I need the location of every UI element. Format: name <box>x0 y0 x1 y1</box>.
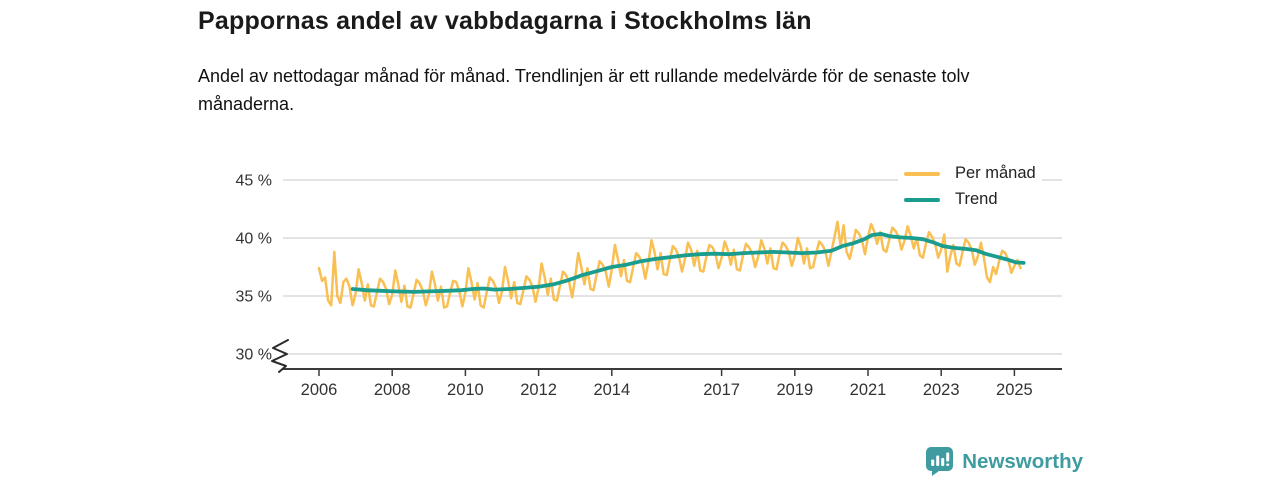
y-tick-label: 45 % <box>236 173 272 190</box>
x-tick-label: 2010 <box>447 381 484 399</box>
trend-line-icon <box>904 197 940 202</box>
x-tick-label: 2012 <box>520 381 557 399</box>
y-tick-label: 35 % <box>236 289 272 306</box>
x-tick-label: 2017 <box>703 381 740 399</box>
x-tick-label: 2014 <box>593 381 630 399</box>
y-tick-label: 40 % <box>236 231 272 248</box>
brand-name: Newsworthy <box>962 449 1083 473</box>
newsworthy-attribution-link[interactable]: Newsworthy <box>926 447 1083 476</box>
chart-title: Pappornas andel av vabbdagarna i Stockho… <box>198 7 812 35</box>
legend-item-per-manad: Per månad <box>904 164 1036 183</box>
newsworthy-logo-icon <box>926 447 954 476</box>
legend-label-trend: Trend <box>955 190 998 208</box>
x-tick-label: 2023 <box>923 381 960 399</box>
x-tick-label: 2008 <box>374 381 411 399</box>
axis-break-icon <box>271 339 289 373</box>
y-tick-label: 30 % <box>236 347 272 364</box>
x-tick-label: 2025 <box>996 381 1033 399</box>
x-tick-label: 2006 <box>301 381 338 399</box>
chart-legend: Per månad Trend <box>898 161 1042 212</box>
x-tick-label: 2019 <box>776 381 813 399</box>
x-tick-label: 2021 <box>850 381 887 399</box>
series-trend <box>350 231 1026 294</box>
series-per-manad <box>317 220 1022 309</box>
legend-item-trend: Trend <box>904 190 1036 209</box>
chart-subtitle: Andel av nettodagar månad för månad. Tre… <box>198 66 970 114</box>
legend-label-per-manad: Per månad <box>955 164 1036 182</box>
chart-header: Pappornas andel av vabbdagarna i Stockho… <box>198 4 1078 118</box>
per-manad-line-icon <box>904 171 940 176</box>
